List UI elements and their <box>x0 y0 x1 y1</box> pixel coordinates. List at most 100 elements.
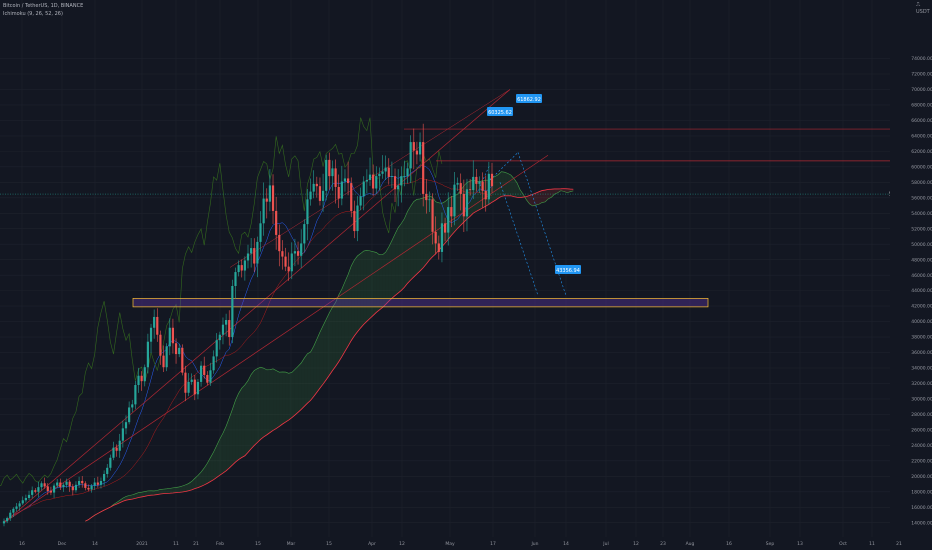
cloud-segment <box>410 201 414 281</box>
cloud-segment <box>257 367 261 443</box>
cloud-segment <box>232 400 236 466</box>
candle-body <box>312 183 315 192</box>
candle-body <box>18 503 21 507</box>
cloud-segment <box>323 319 327 385</box>
candle-body <box>428 199 431 201</box>
cloud-segment <box>423 197 427 268</box>
indicator-legend[interactable]: Ichimoku (9, 26, 52, 26) <box>3 11 63 17</box>
candle-body <box>40 483 43 488</box>
candle-body <box>159 334 162 356</box>
price-tick-label: 54000.00 <box>911 211 932 217</box>
time-tick-label: Aug <box>686 541 695 547</box>
currency-lock-icon[interactable]: ⎍ <box>916 1 921 8</box>
candle-body <box>206 374 209 383</box>
candle-body <box>487 173 490 200</box>
candle-body <box>112 447 115 458</box>
trend-drawings <box>0 89 932 524</box>
candle-body <box>212 356 215 371</box>
candle-body <box>309 191 312 200</box>
candle-body <box>146 341 149 368</box>
price-axis[interactable]: 14000.00 16000.00 18000.00 20000.00 22000.00… <box>890 0 932 550</box>
candle-body <box>325 159 328 191</box>
candle-body <box>187 381 190 393</box>
candle-body <box>303 224 306 244</box>
candle-body <box>347 178 350 184</box>
candle-body <box>149 327 153 342</box>
price-tick-label: 66000.00 <box>911 118 932 124</box>
cloud-segment <box>348 265 352 347</box>
time-axis[interactable]: 16 Dec 14 2021 11 21 Feb 15 Mar 15 Apr 12 May 17 Jun 14… <box>0 537 902 550</box>
cloud-segment <box>507 173 511 196</box>
cloud-segment <box>513 178 518 198</box>
cloud-segment <box>204 463 208 485</box>
cloud-segment <box>191 478 195 490</box>
cloud-segment <box>391 234 396 299</box>
candle-body <box>447 207 450 233</box>
cloud-segment <box>335 294 339 367</box>
candle-body <box>174 343 178 355</box>
candle-body <box>46 486 49 492</box>
time-tick-label: 21 <box>896 541 902 547</box>
candle-body <box>68 481 71 487</box>
candle-body <box>390 176 393 177</box>
cloud-segment <box>498 171 502 199</box>
candle-body <box>153 316 156 328</box>
time-tick-label: 14 <box>563 541 569 547</box>
symbol-title[interactable]: Bitcoin / TetherUS, 1D, BINANCE <box>3 3 84 9</box>
support-zone <box>132 298 709 308</box>
cloud-segment <box>166 488 170 494</box>
candle-body <box>350 183 353 211</box>
candle-body <box>359 196 362 206</box>
candle-body <box>281 251 284 257</box>
price-tick-label: 44000.00 <box>911 288 932 294</box>
cloud-segment <box>276 370 280 429</box>
candle-body <box>12 508 15 513</box>
cloud-segment <box>304 353 308 407</box>
candle-body <box>190 379 193 382</box>
candle-body <box>121 428 124 441</box>
candle-body <box>265 198 268 202</box>
cloud-segment <box>535 191 539 206</box>
candle-body <box>290 253 293 272</box>
time-tick-label: Mar <box>287 541 296 547</box>
senkou-span-b <box>85 188 574 522</box>
cloud-segment <box>495 174 499 201</box>
cloud-segment <box>266 369 270 435</box>
cloud-segment <box>213 445 217 480</box>
candle-body <box>209 370 212 383</box>
cloud-segment <box>194 475 198 489</box>
candle-body <box>34 490 37 492</box>
candle-body <box>356 205 359 232</box>
callout-box <box>516 94 542 103</box>
candle-body <box>465 189 469 217</box>
candle-body <box>156 316 159 335</box>
price-tick-label: 26000.00 <box>911 427 932 433</box>
candle-body <box>178 347 181 355</box>
cloud-segment <box>557 188 561 193</box>
time-tick-label: 11 <box>173 541 179 547</box>
candle-body <box>387 167 390 177</box>
candle-body <box>106 467 109 474</box>
cloud-segment <box>251 370 255 449</box>
cloud-segment <box>385 247 389 305</box>
candle-body <box>134 385 137 405</box>
candle-body <box>469 189 472 191</box>
cloud-segment <box>310 346 314 401</box>
cloud-segment <box>157 489 161 495</box>
time-axis-bg <box>0 537 890 550</box>
cloud-segment <box>298 363 302 413</box>
candle-body <box>37 487 40 492</box>
candle-body <box>81 480 84 484</box>
cloud-segment <box>244 380 248 456</box>
cloud-segment <box>141 491 145 497</box>
candle-body <box>243 260 246 271</box>
cloud-segment <box>532 193 536 206</box>
price-tick-label: 32000.00 <box>911 381 932 387</box>
cloud-segment <box>316 332 320 393</box>
time-tick-label: Apr <box>368 541 376 547</box>
candle-body <box>49 491 53 493</box>
candle-body <box>203 365 206 375</box>
cloud-segment <box>501 171 505 197</box>
candle-body <box>65 481 68 485</box>
